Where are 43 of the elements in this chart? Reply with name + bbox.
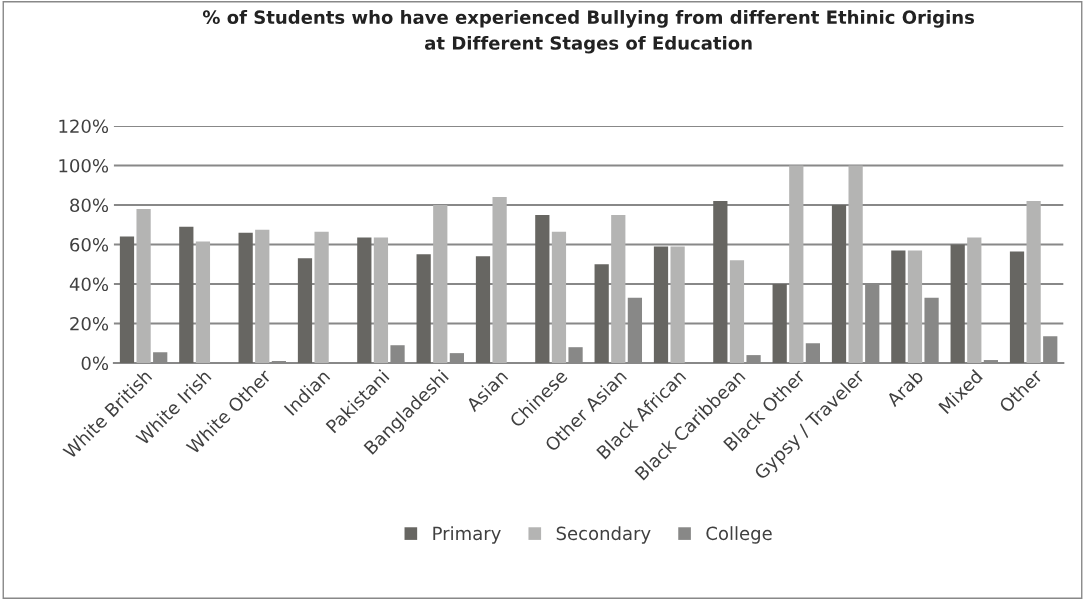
bar	[475, 256, 491, 363]
bar	[713, 201, 728, 363]
bar	[238, 232, 253, 363]
bar	[195, 241, 211, 363]
bar	[255, 229, 270, 363]
bar	[967, 237, 982, 363]
y-tick-label: 20%	[70, 316, 109, 331]
bar	[357, 237, 372, 363]
bar	[950, 244, 965, 363]
bar	[136, 208, 151, 363]
bar	[831, 205, 847, 363]
bar	[551, 231, 567, 363]
legend-label: Secondary	[556, 526, 651, 544]
bar	[611, 214, 626, 363]
bar	[297, 258, 313, 363]
y-tick-label: 0%	[81, 356, 109, 371]
bar	[433, 205, 448, 363]
bar	[729, 260, 745, 363]
legend-label: Primary	[433, 526, 501, 544]
bar	[492, 197, 507, 363]
bar	[373, 237, 389, 363]
y-tick-label: 100%	[59, 158, 109, 173]
bar	[416, 254, 431, 363]
bar	[907, 250, 923, 363]
bar	[789, 165, 804, 363]
y-tick-label: 60%	[70, 237, 109, 252]
bar	[848, 165, 863, 363]
bar	[1026, 201, 1041, 363]
bar	[594, 264, 609, 363]
bar	[891, 250, 906, 363]
bar	[314, 231, 329, 363]
bar	[535, 214, 550, 363]
chart-title: % of Students who have experienced Bullying from different Ethinic Origins at Different Stages of Education	[202, 10, 975, 54]
y-tick-label: 120%	[59, 119, 109, 134]
bar	[1009, 251, 1025, 363]
bar	[119, 236, 135, 363]
y-tick-label: 40%	[69, 277, 109, 292]
bar	[670, 246, 685, 363]
bar	[772, 284, 787, 363]
legend-label: College	[706, 526, 772, 544]
bar	[653, 246, 669, 363]
bar	[179, 226, 194, 363]
y-tick-label: 80%	[70, 198, 109, 213]
